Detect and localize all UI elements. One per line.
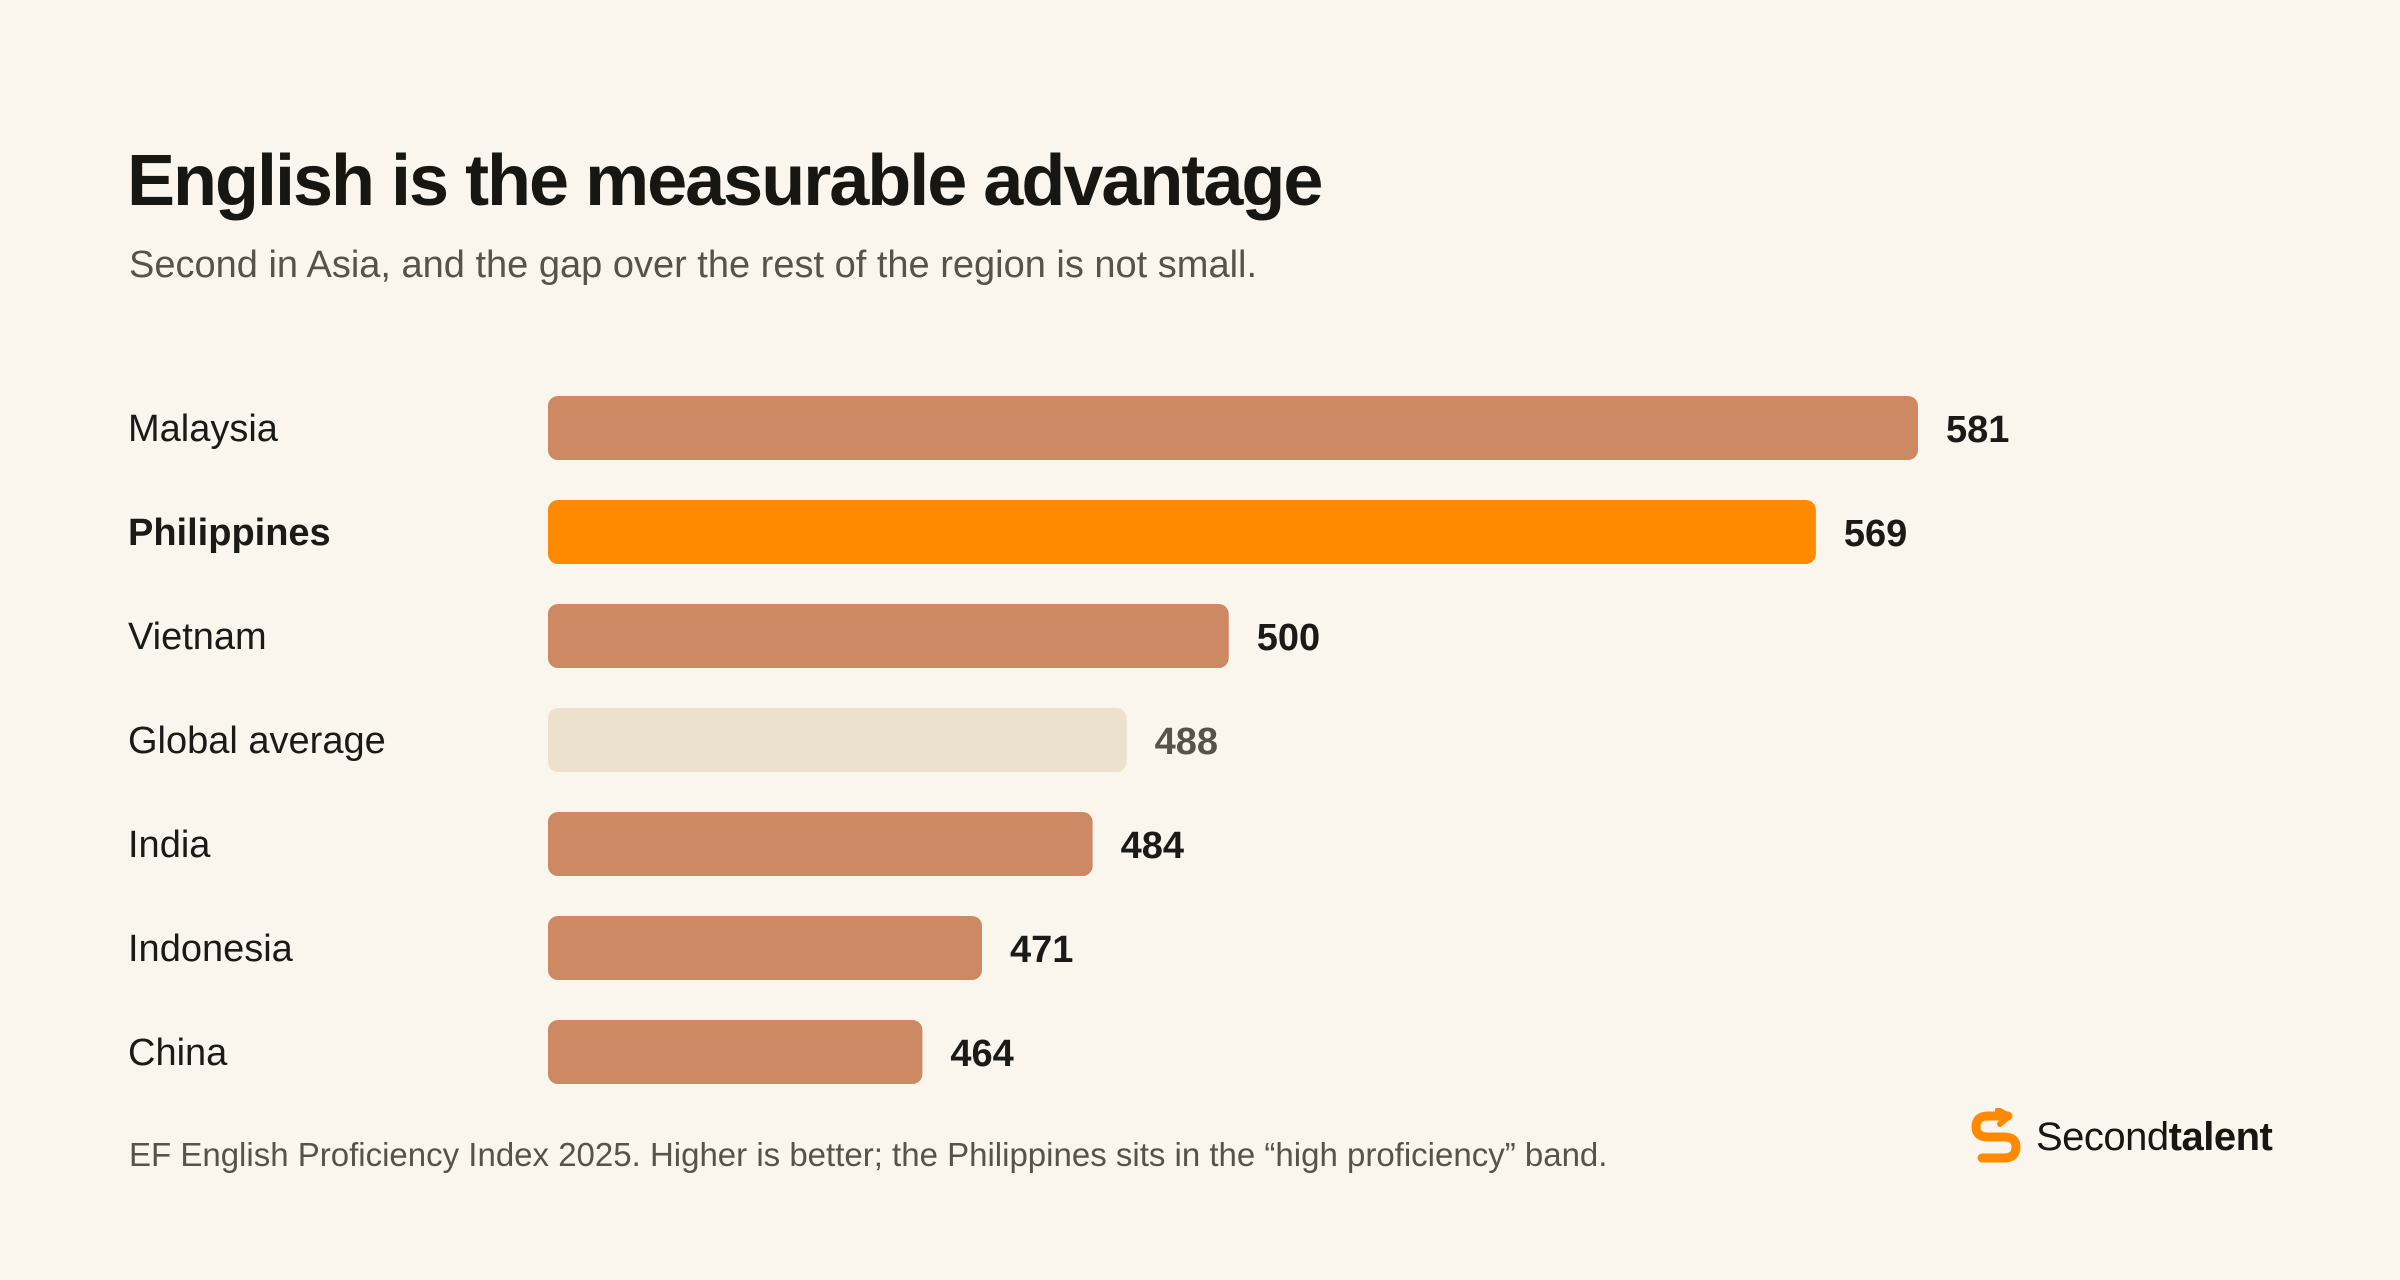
value-label-global-average: 488 [1155,721,1218,763]
category-label-vietnam: Vietnam [128,616,267,658]
brand-wordmark: Secondtalent [2036,1114,2273,1160]
bar-global-average [548,708,1127,772]
chart-subtitle: Second in Asia, and the gap over the res… [129,244,1258,286]
bar-indonesia [548,916,982,980]
secondtalent-s-logo-icon [1971,1108,2021,1163]
bar-india [548,812,1093,876]
category-label-philippines: Philippines [128,512,331,554]
bar-philippines [548,500,1816,564]
brand-logo: Secondtalent [1968,1108,2273,1166]
brand-name-bold: talent [2168,1114,2273,1159]
category-label-global-average: Global average [128,720,386,762]
value-label-philippines: 569 [1844,513,1907,555]
bar-vietnam [548,604,1229,668]
value-label-vietnam: 500 [1257,617,1320,659]
value-label-china: 464 [950,1033,1013,1075]
chart-footnote: EF English Proficiency Index 2025. Highe… [129,1136,1608,1173]
category-label-china: China [128,1032,228,1074]
bar-malaysia [548,396,1918,460]
value-label-india: 484 [1121,825,1184,867]
value-label-indonesia: 471 [1010,929,1073,971]
category-label-india: India [128,824,211,866]
chart-title: English is the measurable advantage [127,141,1323,221]
category-label-malaysia: Malaysia [128,408,279,450]
category-label-indonesia: Indonesia [128,928,294,970]
brand-name-regular: Second [2036,1114,2169,1159]
value-label-malaysia: 581 [1946,409,2009,451]
bar-china [548,1020,923,1084]
